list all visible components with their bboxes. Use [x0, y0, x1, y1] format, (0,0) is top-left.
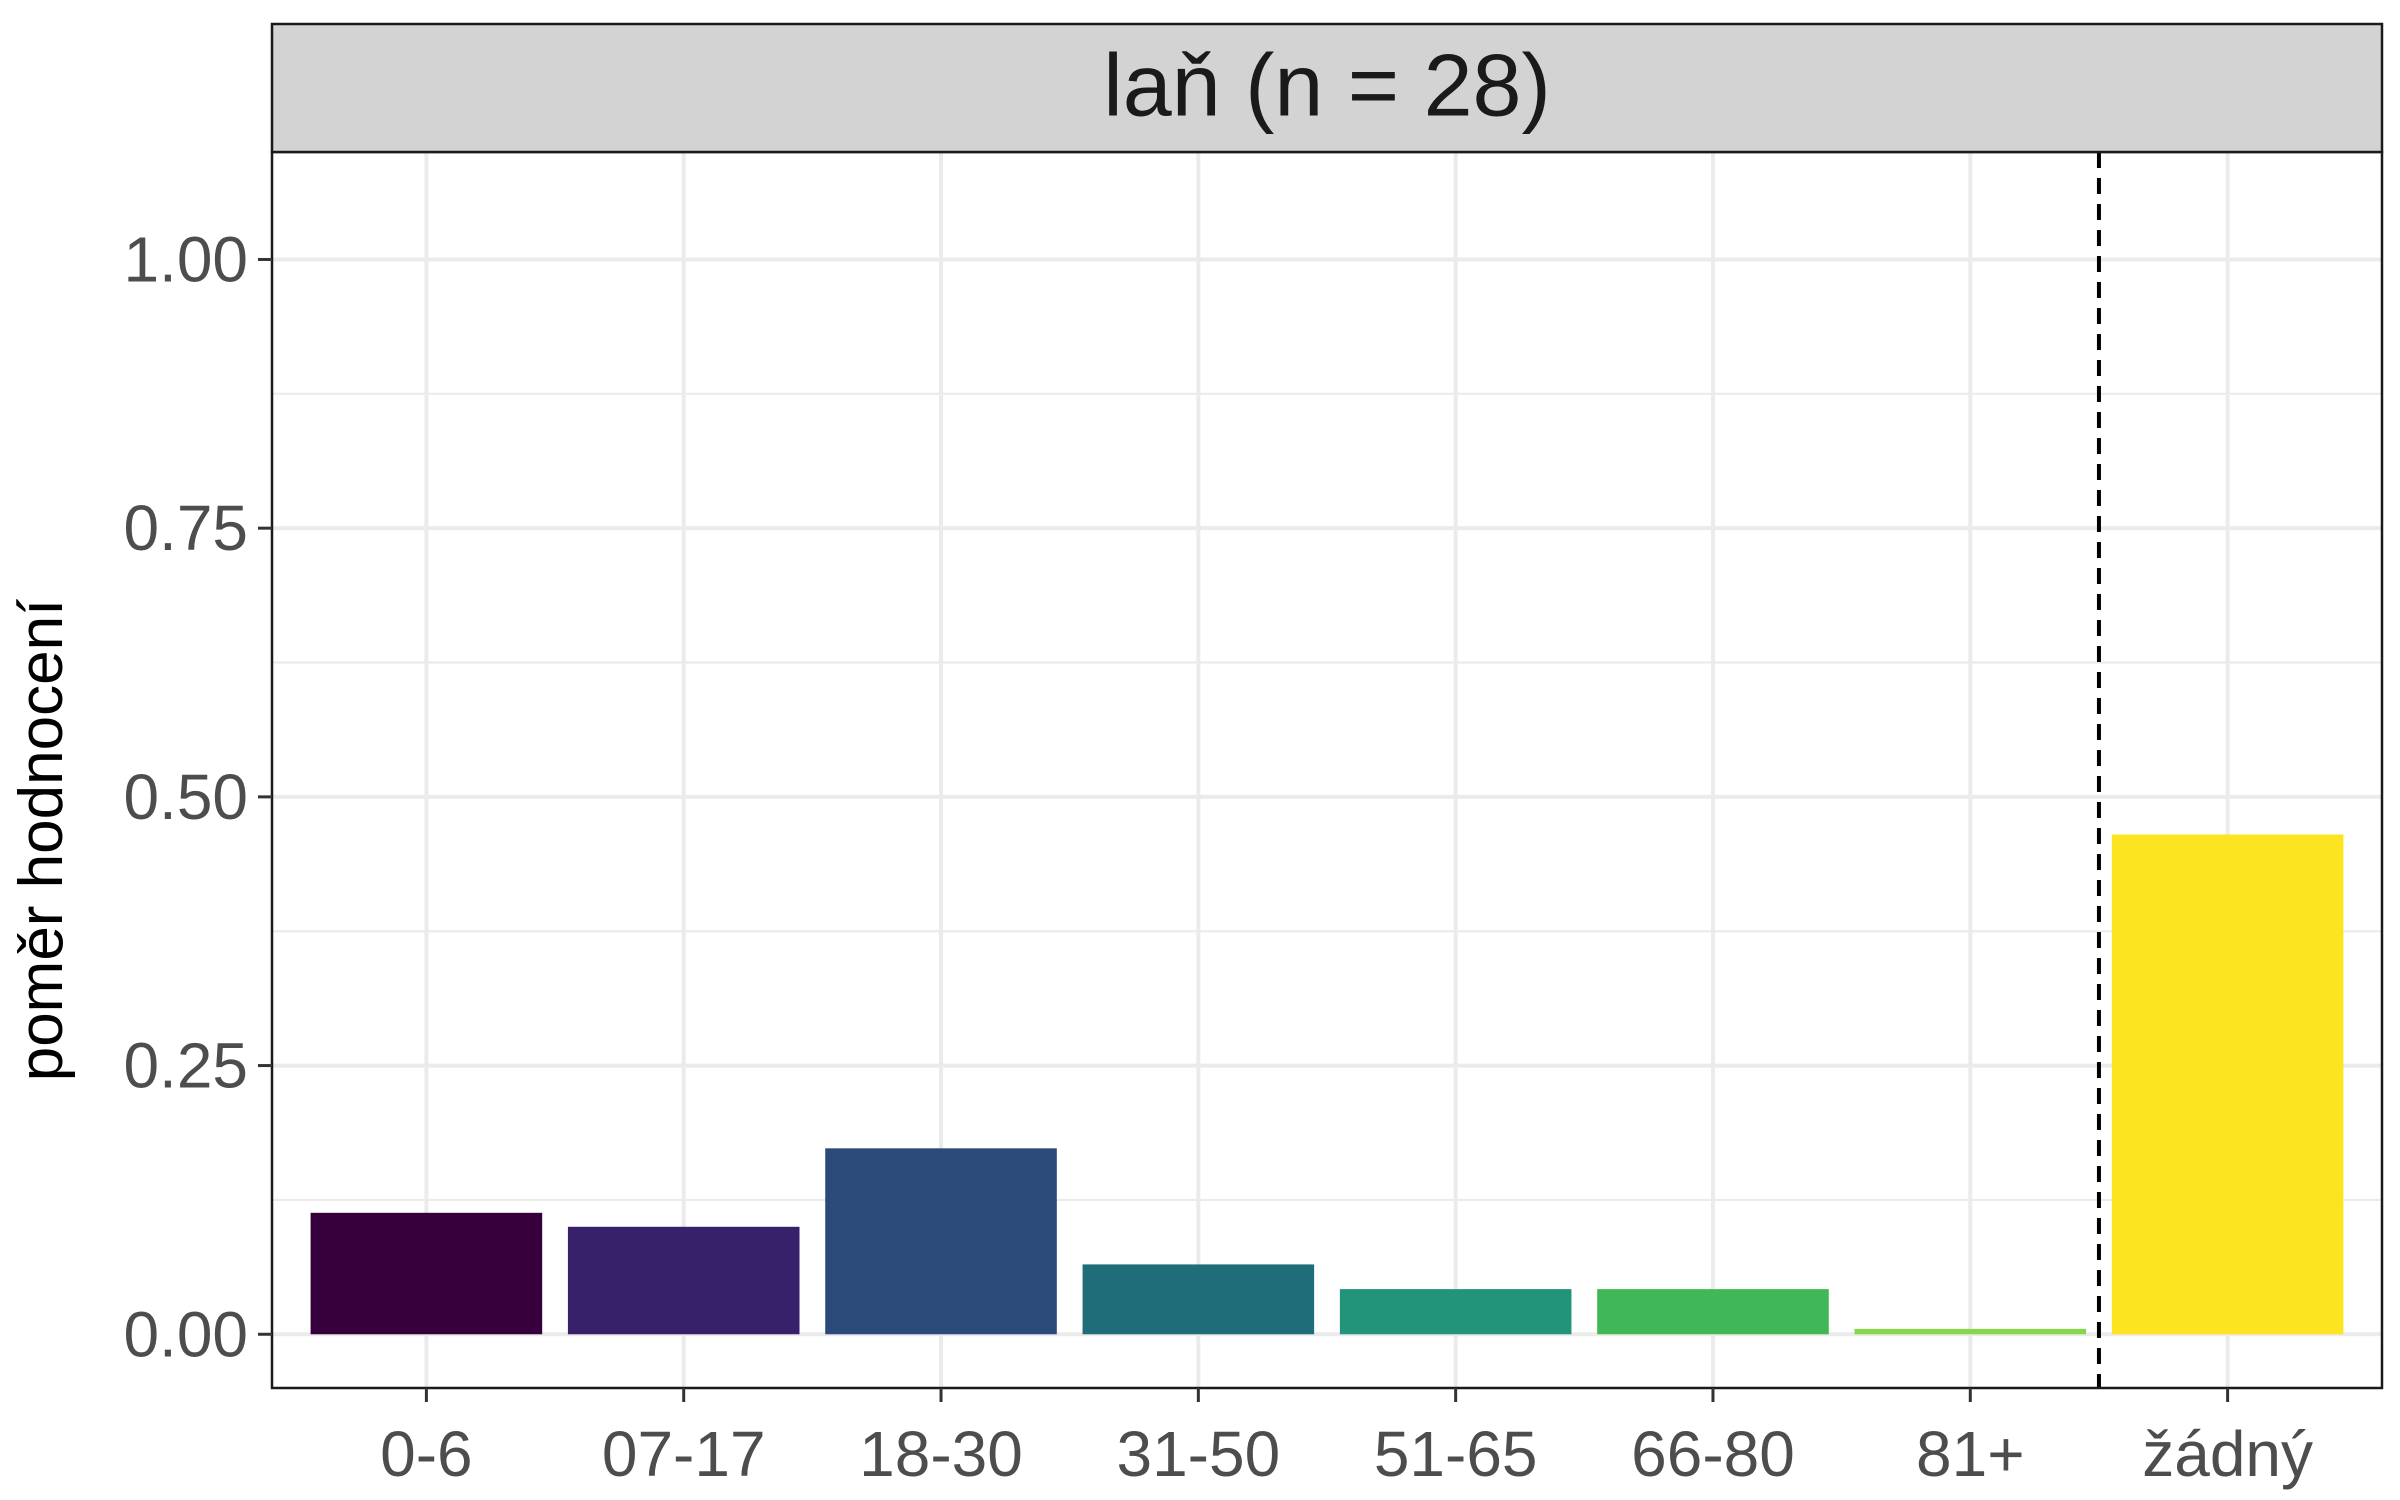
bar-51-65 [1339, 1289, 1572, 1335]
y-tick-label: 1.00 [123, 223, 248, 295]
bar-18-30 [825, 1148, 1057, 1335]
x-tick-label: žádný [2142, 1418, 2313, 1490]
grid-lines [272, 152, 2382, 1388]
bar-66-80 [1597, 1289, 1829, 1335]
x-tick-label: 07-17 [602, 1418, 766, 1490]
y-tick-label: 0.50 [123, 761, 248, 833]
y-tick-label: 0.75 [123, 492, 248, 564]
x-tick-label: 0-6 [380, 1418, 473, 1490]
y-tick-label: 0.00 [123, 1298, 248, 1370]
x-tick-label: 31-50 [1116, 1418, 1280, 1490]
x-tick-label: 51-65 [1374, 1418, 1538, 1490]
facet-strip-title: laň (n = 28) [1103, 35, 1551, 134]
y-axis-title: poměr hodnocení [7, 599, 76, 1082]
x-tick-label: 66-80 [1631, 1418, 1795, 1490]
facet-strip-background [270, 22, 2384, 154]
x-axis: 0-6 07-17 18-30 31-50 51-65 66-80 81+ žádný [380, 1388, 2313, 1490]
bar-81+ [1854, 1328, 2087, 1335]
y-tick-label: 0.25 [123, 1030, 248, 1102]
bar-31-50 [1082, 1264, 1315, 1335]
x-tick-label: 81+ [1916, 1418, 2025, 1490]
bar-0-6 [310, 1212, 543, 1335]
bar-07-17 [567, 1226, 800, 1335]
bars [310, 834, 2344, 1335]
bar-žádný [2111, 834, 2344, 1335]
y-axis: 0.00 0.25 0.50 0.75 1.00 [123, 223, 272, 1370]
x-tick-label: 18-30 [859, 1418, 1023, 1490]
facet-strip: laň (n = 28) [270, 22, 2384, 154]
